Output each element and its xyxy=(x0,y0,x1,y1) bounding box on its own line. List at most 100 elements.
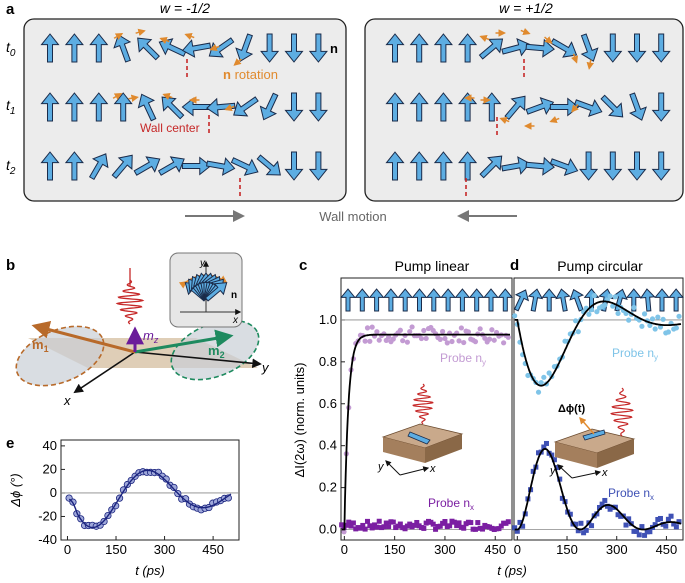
panel-c: c Pump linear 0 150 300 450 0.0 0.2 0.4 0.6 0.8 1… xyxy=(292,257,514,557)
panel-d-probe-x-point xyxy=(581,530,587,536)
panel-b-label: b xyxy=(6,257,15,274)
panel-d-probe-y-point xyxy=(673,325,679,331)
left-arrow-t1-4 xyxy=(137,93,157,122)
panel-d-probe-y-point xyxy=(586,311,592,317)
panel-a: a w = -1/2 w = +1/2 t0 t1 t2 n n rotatio… xyxy=(6,0,684,224)
left-arrow-t2-1 xyxy=(64,151,84,181)
panel-e-plot: 0 150 300 450 -40 -20 0 20 40 xyxy=(38,438,239,557)
panel-c-probe-y-point xyxy=(400,338,406,344)
panel-e-ylabel: Δϕ (°) xyxy=(8,473,23,507)
panel-c-probe-x-point xyxy=(376,518,382,524)
fan-arrows xyxy=(184,272,228,302)
panel-c-xtick-label-1: 150 xyxy=(384,542,406,557)
panel-c-probe-x-point xyxy=(411,522,417,528)
right-arrow-t0-0 xyxy=(385,33,405,63)
panel-d-probe-y-point xyxy=(639,323,645,329)
left-arrow-t0-9 xyxy=(260,33,280,63)
panel-d-probe-x-point xyxy=(604,503,610,509)
panel-d-top-arrow-1 xyxy=(527,288,544,312)
panel-e-xlabel: t (ps) xyxy=(135,563,165,578)
panel-d-probe-y-point xyxy=(631,304,637,311)
panel-c-probe-x-label: Probe nx xyxy=(428,496,474,512)
panel-c-probe-x-point xyxy=(348,523,354,529)
panel-d-fit-line-x xyxy=(514,447,682,531)
panel-d-probe-x-point xyxy=(512,525,518,531)
left-rotation-arrow-10 xyxy=(224,103,235,112)
panel-e-ytick-label-0: -40 xyxy=(38,532,57,547)
panel-e-frame xyxy=(60,439,240,541)
n-rotation-label: n rotation xyxy=(223,67,278,82)
row-label-t0: t0 xyxy=(6,39,16,59)
panel-d-rotation-arrow xyxy=(579,416,595,435)
panel-d-inset-x-axis xyxy=(571,470,602,479)
panel-c-probe-x-point xyxy=(468,520,474,526)
right-arrow-t1-11 xyxy=(651,92,671,122)
panel-d-probe-y-point xyxy=(610,303,616,309)
panel-c-probe-x-point xyxy=(362,526,368,532)
panel-e-ytick-label-1: -20 xyxy=(38,508,57,523)
right-rotation-arrow-5 xyxy=(586,59,594,70)
panel-d-inset-arrow xyxy=(582,429,606,441)
panel-c-top-arrow-3 xyxy=(383,288,399,312)
panel-d-fit-line-y xyxy=(514,300,682,387)
left-arrow-t0-11 xyxy=(308,33,328,63)
left-arrow-t2-10 xyxy=(284,151,304,181)
left-rotation-arrow-5 xyxy=(233,58,242,66)
wall-motion-arrow-left xyxy=(457,210,517,222)
panel-c-probe-y-point xyxy=(386,334,392,340)
panel-c-top-arrow-0 xyxy=(340,288,356,312)
panel-d-probe-x-point xyxy=(557,476,563,482)
panel-c-probe-y-point xyxy=(374,329,380,335)
panel-c-probe-x-point xyxy=(402,526,408,532)
panel-c-probe-y-point xyxy=(486,336,493,342)
left-arrow-t0-3 xyxy=(113,34,132,63)
panel-d-sample-front xyxy=(555,442,597,468)
panel-d-probe-x-point xyxy=(644,529,650,535)
panel-d-xtick-label-3: 450 xyxy=(656,542,678,557)
panel-c-probe-x-point xyxy=(386,524,392,530)
left-arrow-t1-7 xyxy=(206,97,236,117)
panel-d-probe-y-point xyxy=(665,329,672,335)
panel-c-probe-y-point xyxy=(437,336,443,342)
panel-b: b x y m1 m2 mz y x n xyxy=(6,252,270,408)
left-arrow-t2-2 xyxy=(88,153,109,181)
panel-d-probe-y-point xyxy=(623,310,629,316)
panel-c-probe-x-point xyxy=(451,519,457,525)
right-rotation-arrow-11 xyxy=(571,104,579,113)
wall-motion-label: Wall motion xyxy=(319,209,386,224)
panel-c-probe-x-point xyxy=(496,526,502,532)
panel-c-top-arrow-4 xyxy=(397,288,414,312)
panel-d-probe-x-point xyxy=(599,501,605,507)
panel-c-probe-y-point xyxy=(477,326,483,332)
inset-y-label: y xyxy=(199,258,206,269)
panel-c-probe-x-point xyxy=(454,523,460,529)
panel-d-probe-y-label: Probe ny xyxy=(612,346,658,362)
panel-c-ytick-label-4: 0.8 xyxy=(319,354,337,369)
panel-d-label: d xyxy=(510,257,519,274)
panel-d-probe-y-point xyxy=(612,294,619,300)
panel-d-probe-x-point xyxy=(642,532,648,538)
panel-c-top-arrow-11 xyxy=(497,288,514,312)
panel-c-probe-x-point xyxy=(437,523,443,529)
panel-c-ytick-label-2: 0.4 xyxy=(319,438,337,453)
left-arrow-t0-2 xyxy=(89,33,109,63)
panel-d-probe-x-point xyxy=(514,528,520,534)
right-arrow-t0-11 xyxy=(651,33,671,63)
panel-d-frame xyxy=(513,277,684,541)
m1-vector xyxy=(31,320,136,354)
panel-d-probe-x-point xyxy=(583,527,589,533)
left-arrow-t1-2 xyxy=(89,92,109,122)
panel-d-top-arrow-0 xyxy=(513,289,530,312)
panel-c-probe-x-point xyxy=(505,519,511,525)
right-winding-title: w = +1/2 xyxy=(499,0,553,16)
x-axis-arrow xyxy=(73,351,136,394)
panel-d-probe-x-point xyxy=(543,440,549,446)
panel-d-sample-side xyxy=(597,439,634,468)
right-rotation-arrow-10 xyxy=(549,115,560,124)
panel-d-inset-y-axis xyxy=(557,464,573,479)
panel-d-probe-x-point xyxy=(530,468,536,474)
panel-d-probe-x-point xyxy=(647,529,653,535)
left-arrow-grid xyxy=(40,28,328,181)
panel-d-probe-x-point xyxy=(671,521,677,527)
panel-c-probe-y-point xyxy=(409,324,415,330)
